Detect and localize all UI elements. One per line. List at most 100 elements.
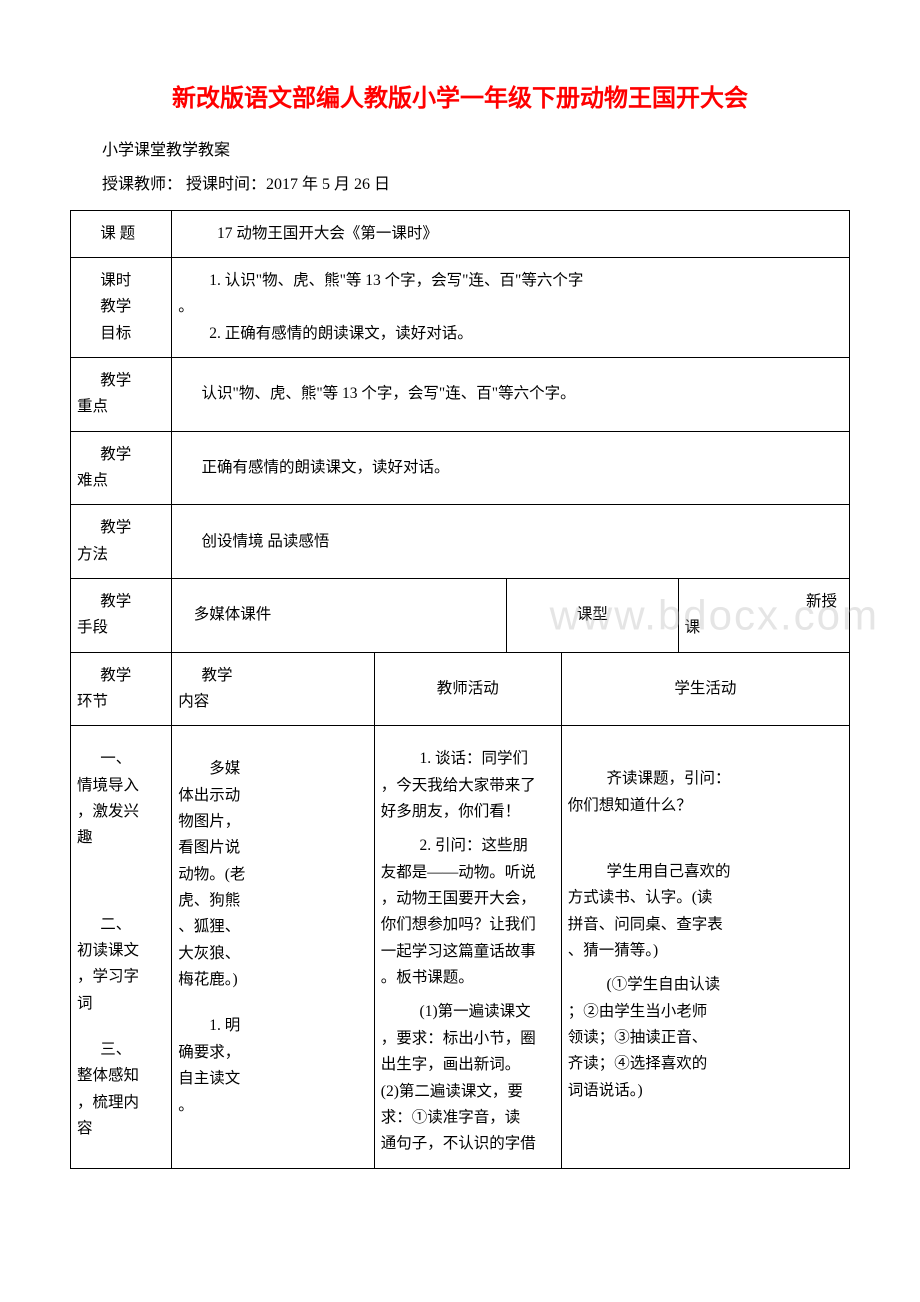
text-line: 新授 (685, 589, 843, 615)
table-row: 课 题 17 动物王国开大会《第一课时》 (71, 210, 850, 257)
text-line: (2)第二遍读课文，要 (381, 1079, 555, 1105)
cell-label-goal: 课时 教学 目标 (71, 257, 172, 357)
label-line: 教学 (77, 515, 165, 541)
label-line: 课时 (77, 268, 165, 294)
cell-value-method: 创设情境 品读感悟 (172, 505, 850, 579)
cell-label-type: 课型 (507, 579, 678, 653)
text-line: 一、 (77, 746, 165, 772)
label-line: 教学 (77, 294, 165, 320)
text-line: 词 (77, 991, 165, 1017)
cell-value-type: 新授 课 (678, 579, 849, 653)
cell-label-means: 教学 手段 (71, 579, 172, 653)
text-line: 自主读文 (178, 1066, 368, 1092)
text-line: 物图片， (178, 809, 368, 835)
text-line: 求：①读准字音，读 (381, 1105, 555, 1131)
label-line: 教学 (77, 663, 165, 689)
cell-header-student: 学生活动 (561, 652, 849, 726)
text-line: 1. 明 (178, 1013, 368, 1039)
table-row: 教学 手段 多媒体课件 www.bdocx.com 课型 新授 课 (71, 579, 850, 653)
text-line: ，今天我给大家带来了 (381, 773, 555, 799)
label-line: 目标 (77, 321, 165, 347)
label-line: 内容 (178, 689, 368, 715)
text-line: 齐读；④选择喜欢的 (568, 1051, 843, 1077)
cell-label-method: 教学 方法 (71, 505, 172, 579)
text-line: 体出示动 (178, 783, 368, 809)
text-line: 2. 正确有感情的朗读课文，读好对话。 (178, 321, 843, 347)
cell-label-diff: 教学 难点 (71, 431, 172, 505)
text-line: 趣 (77, 825, 165, 851)
text-line: 领读；③抽读正音、 (568, 1025, 843, 1051)
text-line: 学生用自己喜欢的 (568, 859, 843, 885)
cell-header-teacher: 教师活动 (374, 652, 561, 726)
text-line: 你们想参加吗？让我们 (381, 912, 555, 938)
label-line: 环节 (77, 689, 165, 715)
cell-value-means: 多媒体课件 www.bdocx.com (172, 579, 507, 653)
label-line: 教学 (77, 589, 165, 615)
label-line: 手段 (77, 615, 165, 641)
text-line: 通句子，不认识的字借 (381, 1131, 555, 1157)
text-line: 容 (77, 1116, 165, 1142)
table-row: 教学 重点 认识"物、虎、熊"等 13 个字，会写"连、百"等六个字。 (71, 357, 850, 431)
text-line: 齐读课题，引问： (568, 766, 843, 792)
text-line: 拼音、问同桌、查字表 (568, 912, 843, 938)
text-line: 1. 认识"物、虎、熊"等 13 个字，会写"连、百"等六个字 (178, 268, 843, 294)
cell-value-keti: 17 动物王国开大会《第一课时》 (172, 210, 850, 257)
text-line: 多媒体课件 (194, 606, 272, 623)
label-line: 教学 (77, 442, 165, 468)
label-line: 重点 (77, 394, 165, 420)
table-row: 教学 方法 创设情境 品读感悟 (71, 505, 850, 579)
text-line: 。 (178, 294, 843, 320)
page-title: 新改版语文部编人教版小学一年级下册动物王国开大会 (70, 80, 850, 118)
text-line: 大灰狼、 (178, 941, 368, 967)
text-line: ，激发兴 (77, 799, 165, 825)
text-line: 好多朋友，你们看！ (381, 799, 555, 825)
text-line: 1. 谈话：同学们 (381, 746, 555, 772)
table-row: 教学 环节 教学 内容 教师活动 学生活动 (71, 652, 850, 726)
text-line: 情境导入 (77, 773, 165, 799)
text-line: ，要求：标出小节，圈 (381, 1026, 555, 1052)
text-line: 一起学习这篇童话故事 (381, 939, 555, 965)
cell-value-focus: 认识"物、虎、熊"等 13 个字，会写"连、百"等六个字。 (172, 357, 850, 431)
cell-header-env: 教学 环节 (71, 652, 172, 726)
text-line: 词语说话。) (568, 1078, 843, 1104)
table-row: 教学 难点 正确有感情的朗读课文，读好对话。 (71, 431, 850, 505)
text-line: (①学生自由认读 (568, 972, 843, 998)
text-line: 看图片说 (178, 835, 368, 861)
text-line: 方式读书、认字。(读 (568, 885, 843, 911)
text-line: (1)第一遍读课文 (381, 999, 555, 1025)
cell-body-teacher: 1. 谈话：同学们 ，今天我给大家带来了 好多朋友，你们看！ 2. 引问：这些朋… (374, 726, 561, 1168)
table-row: 一、 情境导入 ，激发兴 趣 二、 初读课文 ，学习字 词 三、 整体感知 ，梳… (71, 726, 850, 1168)
text-line: 。 (178, 1093, 368, 1119)
text-line: ，动物王国要开大会， (381, 886, 555, 912)
text-line: 初读课文 (77, 938, 165, 964)
lesson-plan-table: 课 题 17 动物王国开大会《第一课时》 课时 教学 目标 1. 认识"物、虎、… (70, 210, 850, 1169)
text-line: 确要求， (178, 1040, 368, 1066)
text-line: 出生字，画出新词。 (381, 1052, 555, 1078)
text-line: ，梳理内 (77, 1090, 165, 1116)
table-row: 课时 教学 目标 1. 认识"物、虎、熊"等 13 个字，会写"连、百"等六个字… (71, 257, 850, 357)
cell-label-focus: 教学 重点 (71, 357, 172, 431)
cell-value-goal: 1. 认识"物、虎、熊"等 13 个字，会写"连、百"等六个字 。 2. 正确有… (172, 257, 850, 357)
cell-body-content: 多媒 体出示动 物图片， 看图片说 动物。(老 虎、狗熊 、狐狸、 大灰狼、 梅… (172, 726, 375, 1168)
text-line: ，学习字 (77, 964, 165, 990)
text-line: ；②由学生当小老师 (568, 999, 843, 1025)
text-line: 整体感知 (77, 1063, 165, 1089)
label-line: 教学 (77, 368, 165, 394)
page-subtitle: 小学课堂教学教案 (70, 138, 850, 164)
text-line: 、猜一猜等。) (568, 938, 843, 964)
text-line: 二、 (77, 912, 165, 938)
meta-line: 授课教师： 授课时间：2017 年 5 月 26 日 (70, 172, 850, 198)
cell-header-content: 教学 内容 (172, 652, 375, 726)
cell-body-env: 一、 情境导入 ，激发兴 趣 二、 初读课文 ，学习字 词 三、 整体感知 ，梳… (71, 726, 172, 1168)
text-line: 友都是——动物。听说 (381, 860, 555, 886)
text-line: 。板书课题。 (381, 965, 555, 991)
label-line: 难点 (77, 468, 165, 494)
label-line: 方法 (77, 542, 165, 568)
text-line: 虎、狗熊 (178, 888, 368, 914)
text-line: 动物。(老 (178, 862, 368, 888)
cell-value-diff: 正确有感情的朗读课文，读好对话。 (172, 431, 850, 505)
text-line: 课 (685, 615, 843, 641)
cell-body-student: 齐读课题，引问： 你们想知道什么？ 学生用自己喜欢的 方式读书、认字。(读 拼音… (561, 726, 849, 1168)
text-line: 2. 引问：这些朋 (381, 833, 555, 859)
text-line: 梅花鹿。) (178, 967, 368, 993)
